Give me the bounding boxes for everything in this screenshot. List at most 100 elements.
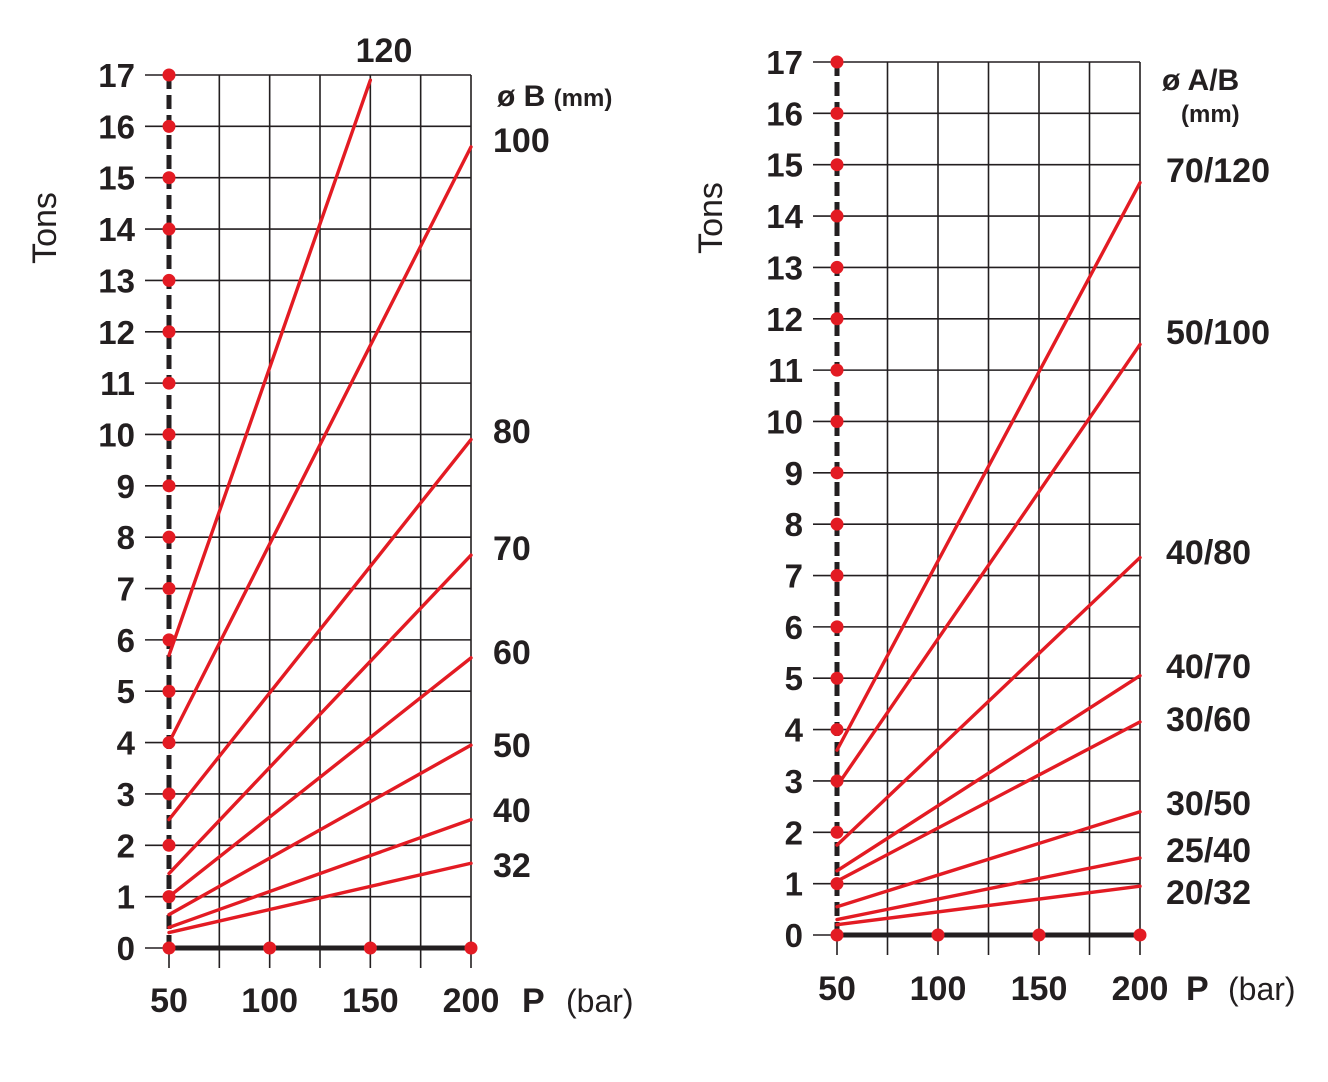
y-axis-dot	[162, 530, 176, 544]
series-line-80	[167, 437, 473, 822]
legend-title: ø B (mm)	[497, 80, 612, 113]
y-axis-dot	[162, 633, 176, 647]
series-line-20-32	[835, 884, 1142, 927]
y-tick-label: 12	[98, 314, 135, 351]
series-line-120	[167, 78, 373, 657]
y-axis-dot	[162, 684, 176, 698]
x-axis-symbol: P	[522, 982, 545, 1020]
y-tick-label: 6	[117, 622, 135, 659]
y-tick-label: 2	[117, 827, 135, 864]
series-label-40-70: 40/70	[1166, 648, 1251, 686]
series-label-30-50: 30/50	[1166, 785, 1251, 823]
y-axis-dot	[830, 723, 844, 737]
y-tick-label: 0	[785, 917, 803, 954]
y-tick-label: 7	[785, 558, 803, 595]
y-tick-label: 15	[98, 160, 135, 197]
x-axis-dot	[263, 941, 277, 955]
y-axis-dot	[830, 466, 844, 480]
y-axis-dot	[830, 209, 844, 223]
x-tick-label: 50	[818, 970, 856, 1008]
y-tick-label: 11	[100, 365, 135, 402]
x-axis-dot	[363, 941, 377, 955]
series-label-50-100: 50/100	[1166, 314, 1270, 352]
series-labels: 120 100 80 70 60 50 40 32	[356, 32, 550, 885]
y-tick-label: 10	[98, 416, 135, 453]
y-axis-title: Tons	[692, 182, 730, 254]
series-line-25-40	[835, 856, 1142, 922]
y-tick-label: 10	[766, 403, 803, 440]
series-line-40-70	[835, 673, 1142, 873]
y-axis-dot	[162, 222, 176, 236]
y-tick-label: 8	[785, 506, 803, 543]
y-tick-label: 9	[785, 455, 803, 492]
y-tick-label: 5	[117, 673, 135, 710]
y-axis-dot	[162, 736, 176, 750]
series-line-100	[167, 145, 473, 745]
y-tick-label: 17	[98, 57, 135, 94]
y-tick-label: 16	[766, 95, 803, 132]
y-axis-dot	[830, 928, 844, 942]
x-tick-labels: 50 100 150 200	[818, 970, 1168, 1008]
y-tick-label: 14	[98, 211, 135, 248]
y-axis-dot	[162, 479, 176, 493]
x-axis-unit: (bar)	[1228, 971, 1296, 1007]
y-tick-label: 0	[117, 930, 135, 967]
y-axis-dot	[162, 68, 176, 82]
x-tick-label: 200	[443, 982, 500, 1020]
series-line-50	[167, 743, 473, 917]
y-axis-dot	[162, 171, 176, 185]
y-tick-label: 1	[117, 879, 135, 916]
y-axis-dot	[162, 890, 176, 904]
series-label-25-40: 25/40	[1166, 832, 1251, 870]
x-axis-unit: (bar)	[566, 983, 634, 1019]
y-tick-label: 17	[766, 44, 803, 81]
series-label-30-60: 30/60	[1166, 701, 1251, 739]
y-tick-label: 9	[117, 468, 135, 505]
y-axis-dot	[162, 376, 176, 390]
legend-title: ø A/B	[1162, 64, 1239, 97]
series-label-80: 80	[493, 413, 531, 451]
y-axis-dot	[162, 427, 176, 441]
y-axis-dot	[830, 825, 844, 839]
x-axis-dot	[464, 941, 478, 955]
y-tick-label: 4	[785, 712, 804, 749]
y-axis-dot	[162, 273, 176, 287]
series-label-20-32: 20/32	[1166, 874, 1251, 912]
x-axis-symbol: P	[1186, 970, 1209, 1008]
series-label-40-80: 40/80	[1166, 534, 1251, 572]
y-axis-dot	[830, 312, 844, 326]
y-tick-label: 4	[117, 725, 136, 762]
x-tick-labels: 50 100 150 200	[150, 982, 499, 1020]
y-tick-label: 2	[785, 814, 803, 851]
axis-dots	[162, 68, 478, 955]
series-label-32: 32	[493, 847, 531, 885]
series-line-40	[167, 817, 473, 930]
series-labels: 70/120 50/100 40/80 40/70 30/60 30/50 25/40 20/…	[1166, 152, 1270, 912]
series-line-50-100	[835, 342, 1142, 788]
y-axis-dot	[162, 941, 176, 955]
series-line-70-120	[835, 180, 1142, 752]
y-tick-label: 11	[768, 352, 803, 389]
y-tick-label: 16	[98, 108, 135, 145]
x-tick-label: 100	[910, 970, 967, 1008]
y-axis-dot	[830, 517, 844, 531]
series-label-70: 70	[493, 530, 531, 568]
y-axis-dot	[830, 671, 844, 685]
y-tick-label: 13	[98, 262, 135, 299]
x-axis-dot	[1032, 928, 1046, 942]
y-tick-label: 3	[117, 776, 135, 813]
series-line-70	[167, 553, 473, 876]
x-tick-label: 150	[342, 982, 399, 1020]
series-label-120: 120	[356, 32, 413, 70]
series-label-100: 100	[493, 122, 550, 160]
y-axis-dot	[830, 260, 844, 274]
x-tick-label: 50	[150, 982, 188, 1020]
y-axis-dot	[830, 877, 844, 891]
x-axis-dot	[931, 928, 945, 942]
series-label-70-120: 70/120	[1166, 152, 1270, 190]
y-tick-label: 1	[785, 866, 803, 903]
x-tick-label: 100	[241, 982, 298, 1020]
